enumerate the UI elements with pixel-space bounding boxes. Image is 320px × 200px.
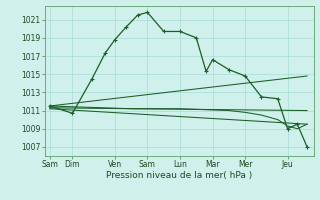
X-axis label: Pression niveau de la mer( hPa ): Pression niveau de la mer( hPa ): [106, 171, 252, 180]
